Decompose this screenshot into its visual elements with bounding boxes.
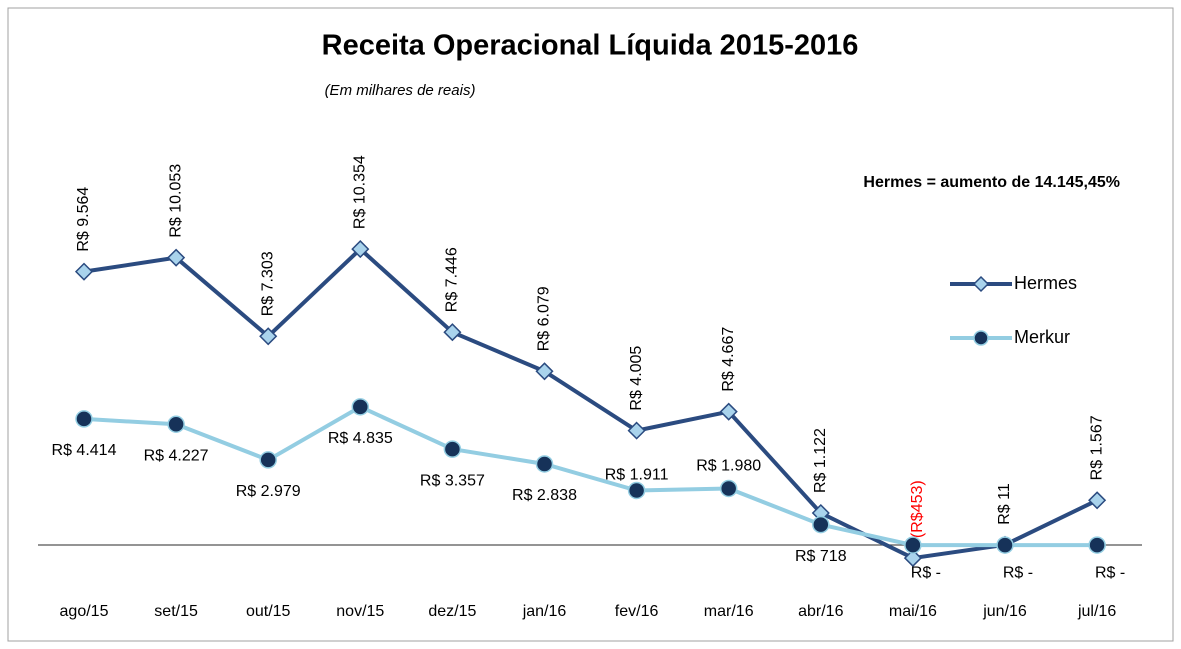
data-label: R$ - — [911, 564, 941, 581]
x-tick-label: jul/16 — [1077, 603, 1116, 620]
marker — [351, 240, 370, 259]
data-label: R$ 7.303 — [259, 251, 276, 316]
legend-label: Hermes — [1014, 273, 1077, 293]
data-label: R$ 7.446 — [444, 247, 461, 312]
marker — [535, 455, 554, 473]
marker — [167, 415, 185, 434]
legend-marker — [973, 330, 989, 346]
data-label: R$ 11 — [996, 483, 1013, 525]
data-label: R$ 6.079 — [536, 286, 553, 351]
marker — [75, 410, 93, 428]
data-label: R$ 4.667 — [720, 327, 737, 392]
data-label: R$ 10.053 — [167, 164, 184, 238]
legend-marker — [972, 275, 990, 293]
marker — [719, 402, 738, 421]
data-label: R$ 4.835 — [328, 430, 393, 447]
x-tick-label: out/15 — [246, 603, 291, 620]
data-label: R$ 2.979 — [236, 483, 301, 500]
marker — [719, 479, 738, 498]
marker — [904, 536, 922, 554]
x-tick-label: fev/16 — [615, 603, 659, 620]
x-tick-label: ago/15 — [60, 603, 109, 620]
data-label: R$ 4.227 — [144, 447, 209, 464]
marker — [535, 362, 554, 381]
marker — [351, 398, 370, 416]
x-tick-label: set/15 — [154, 603, 198, 620]
series-line — [83, 404, 1098, 548]
chart-subtitle: (Em milhares de reais) — [325, 82, 476, 99]
marker — [443, 440, 462, 458]
chart-title: Receita Operacional Líquida 2015-2016 — [322, 30, 859, 62]
data-label: R$ - — [1003, 564, 1033, 581]
series-line — [83, 246, 1098, 561]
marker — [903, 549, 922, 568]
marker — [1088, 491, 1107, 510]
x-tick-label: mai/16 — [889, 603, 937, 620]
data-label: (R$453) — [909, 480, 926, 538]
marker — [259, 451, 277, 469]
data-label: R$ 1.980 — [696, 458, 761, 475]
marker — [627, 421, 646, 440]
data-label: R$ 1.122 — [812, 428, 829, 493]
marker — [443, 323, 462, 342]
data-label: R$ 3.357 — [420, 472, 485, 489]
x-tick-label: jan/16 — [522, 603, 567, 620]
data-label: R$ 1.567 — [1088, 415, 1105, 480]
data-label: R$ 4.414 — [52, 442, 117, 459]
x-tick-label: abr/16 — [798, 603, 843, 620]
marker — [996, 536, 1014, 554]
x-tick-label: mar/16 — [704, 603, 754, 620]
data-label: R$ 1.911 — [605, 467, 669, 484]
annotation: Hermes = aumento de 14.145,45% — [863, 174, 1120, 191]
marker — [812, 515, 830, 534]
data-label: R$ 10.354 — [352, 155, 369, 229]
data-label: R$ 4.005 — [628, 346, 645, 411]
marker — [627, 481, 646, 500]
x-tick-label: jun/16 — [982, 603, 1027, 620]
data-label: R$ - — [1095, 564, 1125, 581]
data-label: R$ 718 — [795, 548, 847, 565]
marker — [1088, 536, 1106, 554]
x-tick-label: dez/15 — [428, 603, 476, 620]
marker — [167, 248, 186, 267]
marker — [74, 262, 94, 281]
data-label: R$ 9.564 — [75, 187, 92, 252]
data-label: R$ 2.838 — [512, 487, 577, 504]
legend-label: Merkur — [1014, 327, 1070, 347]
x-tick-label: nov/15 — [336, 603, 384, 620]
marker — [259, 327, 278, 346]
chart-border — [7, 7, 1174, 642]
